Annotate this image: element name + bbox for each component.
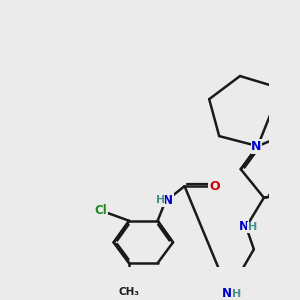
- Text: N: N: [251, 140, 262, 153]
- Text: O: O: [209, 180, 220, 193]
- Text: N: N: [163, 194, 173, 207]
- Text: H: H: [232, 290, 241, 299]
- Text: H: H: [156, 195, 165, 206]
- Text: N: N: [238, 220, 248, 233]
- Text: Cl: Cl: [94, 204, 107, 218]
- Text: CH₃: CH₃: [118, 286, 140, 297]
- Text: H: H: [248, 222, 257, 233]
- Text: N: N: [222, 287, 232, 300]
